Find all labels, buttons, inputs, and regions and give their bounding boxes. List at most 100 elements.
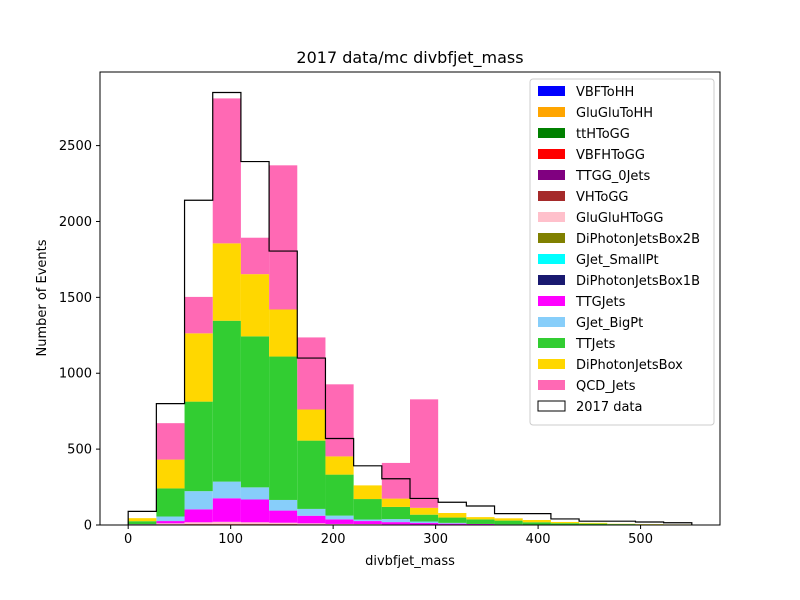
bar-diphotonjetsbox-bin-4: [240, 274, 270, 337]
bar-glugluhtogg-bin-3: [212, 521, 241, 525]
bar-ttgjets-bin-5: [269, 510, 298, 523]
bar-glugluhtogg-bin-4: [240, 522, 270, 525]
x-tick-label: 0: [124, 532, 132, 547]
bar-qcd-jets-bin-6: [297, 337, 326, 410]
bar-ttgjets-bin-12: [466, 523, 495, 525]
bar-diphotonjetsbox-bin-3: [212, 243, 241, 321]
x-tick-label: 200: [321, 532, 346, 547]
legend-swatch: [538, 233, 565, 243]
legend-label: VBFToHH: [576, 85, 634, 100]
bar-gjet-bigpt-bin-3: [212, 481, 241, 499]
bar-diphotonjetsbox-bin-2: [184, 333, 213, 402]
bar-qcd-jets-bin-2: [184, 296, 213, 334]
legend-swatch: [538, 128, 565, 138]
bar-diphotonjetsbox-bin-12: [466, 517, 495, 520]
bar-qcd-jets-bin-10: [410, 399, 439, 508]
legend-swatch: [538, 191, 565, 201]
bar-ttgjets-bin-7: [325, 519, 354, 524]
bar-ttjets-bin-16: [579, 523, 608, 525]
bar-ttgjets-bin-3: [212, 498, 241, 522]
bar-gjet-bigpt-bin-5: [269, 499, 298, 511]
bar-gjet-bigpt-bin-11: [438, 522, 467, 524]
bar-ttgjets-bin-6: [297, 515, 326, 524]
bar-ttgjets-bin-8: [353, 521, 382, 525]
legend-label: 2017 data: [576, 400, 643, 415]
legend-label: GJet_BigPt: [576, 316, 643, 331]
bar-glugluhtogg-bin-6: [297, 523, 326, 525]
x-tick-label: 300: [423, 532, 448, 547]
chart-title: 2017 data/mc divbfjet_mass: [296, 48, 523, 68]
legend-swatch: [538, 170, 565, 180]
legend-box: [529, 78, 715, 426]
bar-diphotonjetsbox-bin-9: [381, 498, 410, 507]
bar-qcd-jets-bin-7: [325, 384, 354, 457]
legend-label: GluGluHToGG: [576, 211, 663, 226]
legend-label: GJet_SmallPt: [576, 253, 659, 268]
y-tick-label: 500: [67, 443, 92, 458]
bar-qcd-jets-bin-3: [212, 98, 241, 244]
bar-gjet-bigpt-bin-2: [184, 491, 213, 510]
bar-glugluhtogg-bin-7: [325, 523, 354, 525]
bar-ttgjets-bin-1: [156, 521, 185, 524]
bar-ttjets-bin-15: [550, 523, 580, 525]
legend-swatch: [538, 317, 565, 327]
bar-ttjets-bin-3: [212, 320, 241, 482]
legend-label: DiPhotonJetsBox2B: [576, 232, 700, 247]
bar-diphotonjetsbox-bin-0: [128, 518, 157, 522]
stacked-bars: [128, 98, 692, 525]
bar-qcd-jets-bin-4: [240, 237, 270, 275]
legend-swatch: [538, 296, 565, 306]
legend-label: TTJets: [575, 337, 616, 352]
bar-gjet-bigpt-bin-6: [297, 508, 326, 516]
bar-ttgjets-bin-2: [184, 509, 213, 523]
bar-ttjets-bin-7: [325, 474, 354, 516]
x-tick-label: 400: [526, 532, 551, 547]
bar-gjet-bigpt-bin-4: [240, 487, 270, 500]
bar-ttjets-bin-13: [494, 520, 523, 525]
legend-swatch: [538, 254, 565, 264]
bar-ttgjets-bin-11: [438, 523, 467, 525]
bar-gjet-bigpt-bin-10: [410, 521, 439, 524]
data-step-line: [127, 91, 693, 525]
bar-ttjets-bin-5: [269, 356, 298, 500]
bar-ttgjets-bin-10: [410, 523, 439, 525]
legend-label: ttHToGG: [576, 127, 630, 142]
x-axis: 0 100 200 300 400 500: [124, 525, 653, 547]
bar-diphotonjetsbox-bin-13: [494, 518, 523, 521]
bar-glugluhtogg-bin-5: [269, 522, 298, 525]
bar-diphotonjetsbox-bin-1: [156, 459, 185, 489]
bar-qcd-jets-bin-5: [269, 165, 298, 310]
y-axis: 0 500 1000 1500 2000 2500: [59, 139, 100, 534]
legend-swatch: [538, 149, 565, 159]
bar-ttjets-bin-8: [353, 499, 382, 520]
data-histogram-outline: [127, 91, 693, 525]
bar-ttjets-bin-11: [438, 517, 467, 523]
legend-label: QCD_Jets: [576, 379, 636, 394]
bar-ttjets-bin-0: [128, 521, 157, 525]
bar-diphotonjetsbox-bin-6: [297, 409, 326, 441]
bar-qcd-jets-bin-9: [381, 462, 410, 499]
y-axis-label: Number of Events: [35, 239, 50, 356]
x-tick-label: 500: [628, 532, 653, 547]
bar-ttjets-bin-1: [156, 488, 185, 517]
legend-label: TTGJets: [575, 295, 626, 310]
y-tick-label: 0: [84, 519, 92, 534]
y-tick-label: 2000: [59, 215, 92, 230]
bar-ttjets-bin-10: [410, 514, 439, 522]
legend-swatch: [538, 359, 565, 369]
bar-ttjets-bin-6: [297, 440, 326, 509]
bar-diphotonjetsbox-bin-7: [325, 456, 354, 475]
y-tick-label: 1000: [59, 367, 92, 382]
bar-ttgjets-bin-4: [240, 499, 270, 523]
bar-gjet-bigpt-bin-9: [381, 519, 410, 523]
legend-swatch: [537, 400, 566, 412]
legend-swatch: [538, 107, 565, 117]
legend-label: VBFHToGG: [576, 148, 645, 163]
legend-swatch: [538, 338, 565, 348]
bar-ttjets-bin-17: [607, 524, 636, 525]
bar-ttjets-bin-12: [466, 519, 495, 524]
bar-ttgjets-bin-9: [381, 522, 410, 525]
legend-swatch: [538, 275, 565, 285]
legend-label: DiPhotonJetsBox: [576, 358, 683, 373]
